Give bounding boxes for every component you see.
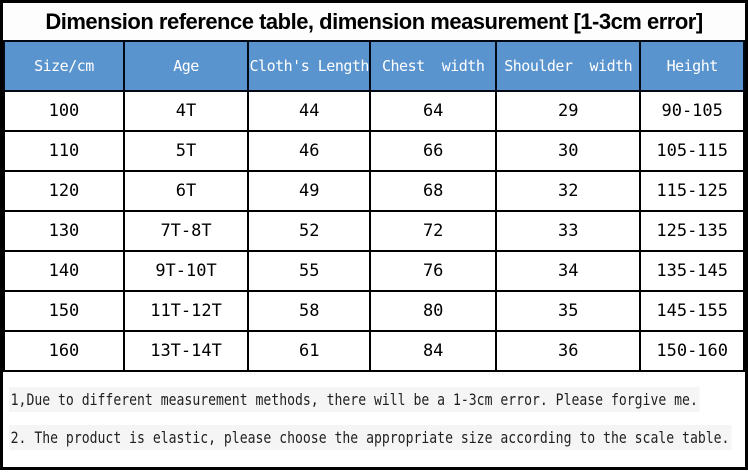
table-cell-chest-width: 76 <box>369 250 498 292</box>
table-cell-age: 11T-12T <box>122 290 250 332</box>
table-cell-height: 135-145 <box>639 250 745 292</box>
table-cell-age: 13T-14T <box>122 330 250 372</box>
table-cell-shoulder-width: 30 <box>495 130 642 172</box>
table-cell-age: 4T <box>122 90 250 132</box>
table-cell-shoulder-width: 35 <box>495 290 642 332</box>
table-cell-chest-width: 68 <box>369 170 498 212</box>
size-table: Size/cm Age Cloth's Length Chest width S… <box>3 40 745 372</box>
table-cell-shoulder-width: 34 <box>495 250 642 292</box>
table-cell-size: 160 <box>3 330 125 372</box>
column-header-age: Age <box>122 40 250 92</box>
table-cell-height: 145-155 <box>639 290 745 332</box>
table-cell-shoulder-width: 32 <box>495 170 642 212</box>
page-title: Dimension reference table, dimension mea… <box>45 8 703 34</box>
table-cell-size: 100 <box>3 90 125 132</box>
table-cell-chest-width: 80 <box>369 290 498 332</box>
table-row: 140 9T-10T 55 76 34 135-145 <box>3 250 745 292</box>
note-line-1: 1,Due to different measurement methods, … <box>9 387 739 412</box>
note-line-2: 2. The product is elastic, please choose… <box>9 425 739 450</box>
table-cell-cloth-length: 44 <box>247 90 372 132</box>
column-header-chest-width: Chest width <box>369 40 498 92</box>
table-cell-cloth-length: 61 <box>247 330 372 372</box>
table-cell-cloth-length: 55 <box>247 250 372 292</box>
note-text-1: 1,Due to different measurement methods, … <box>9 387 700 412</box>
table-row: 130 7T-8T 52 72 33 125-135 <box>3 210 745 252</box>
table-row: 150 11T-12T 58 80 35 145-155 <box>3 290 745 332</box>
table-row: 160 13T-14T 61 84 36 150-160 <box>3 330 745 372</box>
table-cell-age: 6T <box>122 170 250 212</box>
column-header-shoulder-width: Shoulder width <box>495 40 642 92</box>
table-cell-size: 140 <box>3 250 125 292</box>
table-row: 100 4T 44 64 29 90-105 <box>3 90 745 132</box>
table-cell-size: 130 <box>3 210 125 252</box>
table-cell-cloth-length: 52 <box>247 210 372 252</box>
table-cell-height: 105-115 <box>639 130 745 172</box>
table-cell-chest-width: 66 <box>369 130 498 172</box>
table-cell-cloth-length: 49 <box>247 170 372 212</box>
table-cell-height: 115-125 <box>639 170 745 212</box>
table-cell-size: 120 <box>3 170 125 212</box>
table-cell-chest-width: 72 <box>369 210 498 252</box>
table-cell-cloth-length: 58 <box>247 290 372 332</box>
bottom-margin <box>0 470 748 476</box>
table-cell-shoulder-width: 36 <box>495 330 642 372</box>
notes-section: 1,Due to different measurement methods, … <box>3 372 745 467</box>
table-row: 110 5T 46 66 30 105-115 <box>3 130 745 172</box>
table-cell-height: 150-160 <box>639 330 745 372</box>
note-text-2: 2. The product is elastic, please choose… <box>9 425 732 450</box>
column-header-height: Height <box>639 40 745 92</box>
table-row: 120 6T 49 68 32 115-125 <box>3 170 745 212</box>
table-cell-cloth-length: 46 <box>247 130 372 172</box>
table-cell-shoulder-width: 29 <box>495 90 642 132</box>
table-cell-height: 90-105 <box>639 90 745 132</box>
table-cell-chest-width: 64 <box>369 90 498 132</box>
column-header-cloth-length: Cloth's Length <box>247 40 372 92</box>
table-cell-age: 9T-10T <box>122 250 250 292</box>
table-cell-chest-width: 84 <box>369 330 498 372</box>
table-cell-age: 7T-8T <box>122 210 250 252</box>
table-cell-size: 110 <box>3 130 125 172</box>
table-cell-shoulder-width: 33 <box>495 210 642 252</box>
header-row: Size/cm Age Cloth's Length Chest width S… <box>3 40 745 92</box>
column-header-size: Size/cm <box>3 40 125 92</box>
table-cell-height: 125-135 <box>639 210 745 252</box>
title-band: Dimension reference table, dimension mea… <box>3 3 745 40</box>
table-cell-size: 150 <box>3 290 125 332</box>
table-cell-age: 5T <box>122 130 250 172</box>
